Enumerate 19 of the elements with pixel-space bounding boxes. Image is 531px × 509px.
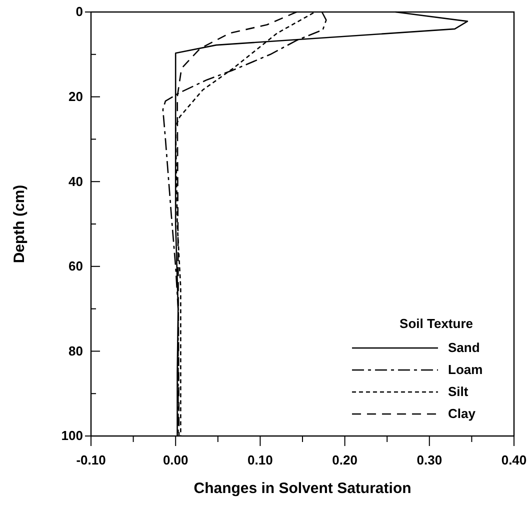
x-tick-label: 0.40: [501, 452, 527, 468]
text: Silt: [448, 384, 469, 399]
x-tick-label: 0.20: [332, 452, 358, 468]
text: Sand: [448, 340, 480, 355]
y-tick-label: 20: [68, 88, 83, 104]
x-tick-label: 0.30: [416, 452, 442, 468]
text: Clay: [448, 406, 476, 421]
x-tick-label: 0.10: [248, 452, 273, 468]
y-tick-label: 0: [76, 4, 83, 20]
x-axis-title: Changes in Solvent Saturation: [194, 480, 412, 497]
legend-title: Soil Texture: [400, 316, 473, 331]
x-tick-label: 0.00: [162, 452, 188, 468]
text: Loam: [448, 362, 483, 377]
y-tick-label: 40: [68, 174, 83, 189]
x-tick-label: -0.10: [76, 452, 106, 468]
y-tick-label: 80: [68, 343, 83, 358]
y-axis-title: Depth (cm): [11, 184, 28, 264]
y-tick-label: 60: [68, 258, 83, 274]
y-tick-label: 100: [61, 428, 83, 444]
